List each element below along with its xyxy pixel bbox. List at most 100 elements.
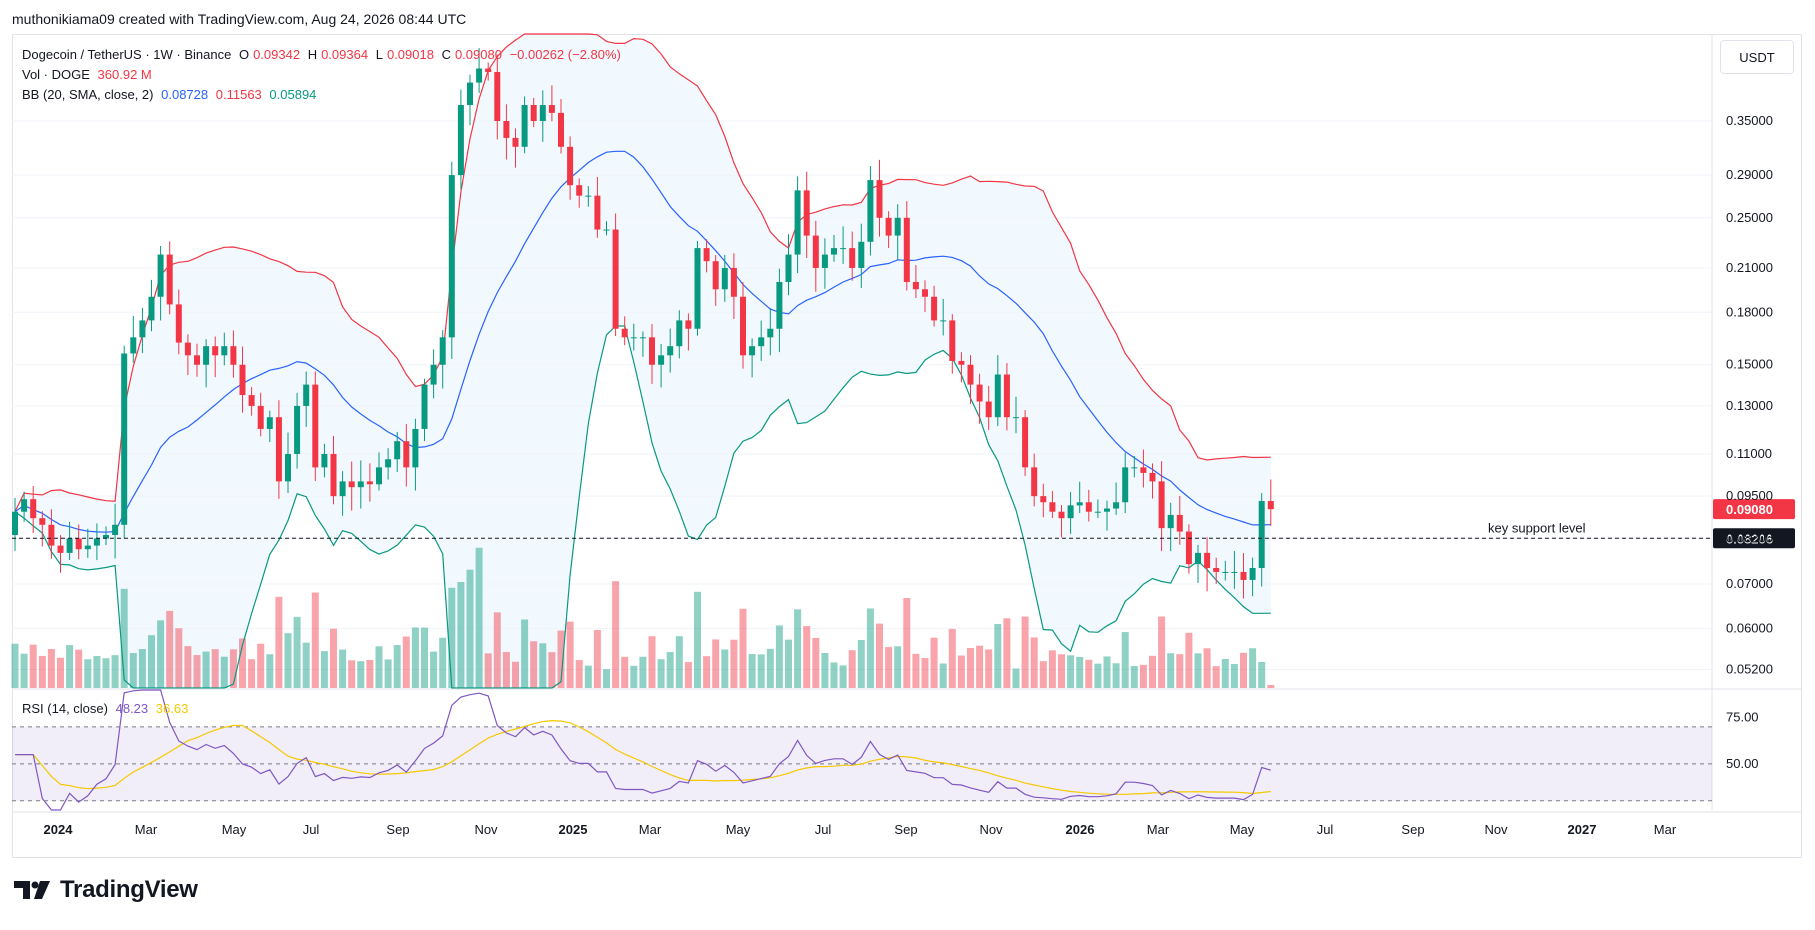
candle-body xyxy=(567,146,574,186)
candle-body xyxy=(1176,514,1183,532)
candle-body xyxy=(812,235,819,268)
volume-bar xyxy=(66,645,74,688)
candle xyxy=(494,54,501,140)
candle xyxy=(194,343,200,377)
candle-body xyxy=(112,524,119,535)
candle xyxy=(1085,489,1092,522)
tradingview-logo[interactable]: TradingView xyxy=(14,876,198,904)
candle xyxy=(530,97,537,128)
candle xyxy=(512,128,519,168)
candle xyxy=(1022,410,1029,477)
volume-bar xyxy=(994,623,1002,688)
candle xyxy=(457,89,464,190)
volume-bar xyxy=(1121,632,1129,688)
price-axis-label: 0.29000 xyxy=(1726,167,1773,182)
candle-body xyxy=(348,481,355,488)
volume-bar xyxy=(20,653,28,688)
bollinger-band-area xyxy=(15,34,1271,688)
candle xyxy=(166,241,173,315)
candle xyxy=(767,308,774,356)
candle-body xyxy=(494,71,501,121)
candle xyxy=(75,524,82,560)
candle xyxy=(521,96,528,154)
currency-button[interactable]: USDT xyxy=(1720,40,1794,74)
candle-body xyxy=(821,254,828,268)
bollinger-lines xyxy=(14,33,1271,689)
candle xyxy=(958,352,965,383)
candle-body xyxy=(48,524,55,546)
candle-body xyxy=(612,229,619,329)
volume-bar xyxy=(1267,685,1275,688)
volume-bar xyxy=(393,645,401,688)
candle-body xyxy=(603,229,610,231)
candle-body xyxy=(239,364,246,396)
candle xyxy=(858,223,865,288)
volume-bar xyxy=(866,608,874,688)
volume-bar xyxy=(730,639,738,688)
time-axis-label: May xyxy=(222,822,247,837)
candle xyxy=(949,314,956,374)
volume-bar xyxy=(211,649,219,688)
candle xyxy=(922,280,928,313)
time-axis-label: Jul xyxy=(1317,822,1334,837)
candle-body xyxy=(476,68,483,83)
candle xyxy=(312,371,319,482)
volume-bar xyxy=(566,621,574,688)
candle xyxy=(403,424,410,487)
volume-bar xyxy=(1167,653,1175,688)
tradingview-logo-text: TradingView xyxy=(60,876,198,903)
volume-bar xyxy=(439,637,447,688)
volume-bar xyxy=(421,627,428,688)
volume-bar xyxy=(111,655,119,688)
volume-bar xyxy=(457,582,465,688)
legend-bb-row: BB (20, SMA, close, 2) 0.08728 0.11563 0… xyxy=(22,87,320,102)
volume-bar xyxy=(402,636,410,688)
candle xyxy=(394,431,401,473)
candle-body xyxy=(576,185,583,196)
candle xyxy=(1231,551,1238,589)
volume-bar xyxy=(302,642,310,688)
time-axis-label: Sep xyxy=(386,822,409,837)
price-axis-label: 0.11000 xyxy=(1726,446,1772,461)
volume-bar xyxy=(184,646,192,688)
candle-body xyxy=(694,248,701,329)
price-axis-label: 0.07000 xyxy=(1726,576,1773,591)
volume-bar xyxy=(512,661,519,688)
volume-bar xyxy=(548,652,556,688)
candle-body xyxy=(503,121,510,138)
candle xyxy=(694,241,701,336)
candle xyxy=(585,186,592,207)
volume-bar xyxy=(903,598,911,688)
candle xyxy=(439,330,446,389)
volume-bar xyxy=(1058,654,1065,688)
candle xyxy=(1158,461,1165,552)
candle xyxy=(603,221,610,236)
price-axis-label: 0.25000 xyxy=(1726,210,1773,225)
candle xyxy=(239,346,246,413)
volume-bar xyxy=(976,645,984,688)
candle-body xyxy=(285,453,291,482)
current-price-tag xyxy=(1713,499,1795,520)
volume-bar xyxy=(848,650,856,688)
legend-close-value: 0.09080 xyxy=(454,47,502,62)
legend-high-label: H xyxy=(307,47,318,62)
volume-bar xyxy=(284,633,292,688)
candle xyxy=(1249,557,1256,597)
candle-body xyxy=(157,254,164,297)
candle-body xyxy=(1267,501,1274,510)
volume-bar xyxy=(1240,652,1247,688)
tradingview-logo-icon xyxy=(14,881,50,899)
candle-body xyxy=(248,395,255,406)
candle-body xyxy=(876,180,883,218)
volume-bar xyxy=(293,616,301,688)
volume-bar xyxy=(894,646,902,688)
candle-body xyxy=(194,355,200,365)
candle xyxy=(730,253,737,319)
candle xyxy=(1222,560,1229,581)
candle-body xyxy=(321,453,328,468)
volume-bar xyxy=(593,629,601,688)
candle xyxy=(30,486,37,534)
candle-body xyxy=(676,320,683,347)
candle xyxy=(84,528,91,558)
